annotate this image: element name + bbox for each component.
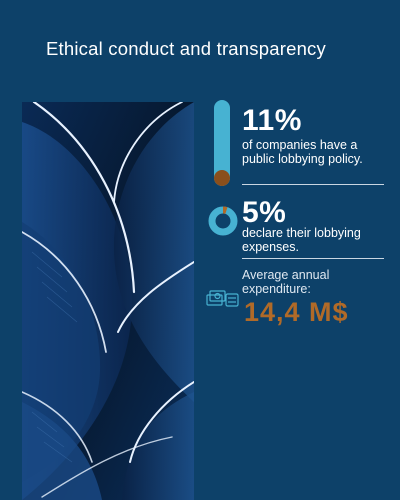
money-bills-icon: [206, 290, 239, 307]
bar-gauge-fill: [214, 170, 230, 186]
expenditure-label: Average annual expenditure:: [242, 268, 330, 296]
expenditure-amount: 14,4 M$: [244, 297, 349, 327]
stat-description-policy: of companies have a public lobbying poli…: [242, 138, 363, 166]
stat-percentage-expenses: 5%: [242, 196, 287, 229]
divider: [242, 184, 384, 185]
stats-panel: 11% of companies have a public lobbying …: [206, 100, 386, 500]
page-title: Ethical conduct and transparency: [46, 38, 326, 59]
donut-chart-icon: [208, 206, 238, 236]
architecture-photo: [22, 102, 194, 500]
divider: [242, 258, 384, 259]
stat-percentage-policy: 11%: [242, 104, 302, 137]
spiral-staircase-image: [22, 102, 194, 500]
stat-description-expenses: declare their lobbying expenses.: [242, 226, 361, 254]
vertical-bar-gauge-icon: [214, 100, 230, 186]
